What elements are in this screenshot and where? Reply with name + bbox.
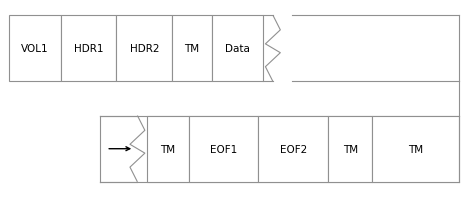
Bar [172,16,212,82]
Text: EOF1: EOF1 [210,144,237,154]
Text: HDR1: HDR1 [74,44,103,54]
Text: EOF2: EOF2 [280,144,307,154]
Bar [147,116,189,182]
Text: TM: TM [160,144,175,154]
Text: TM: TM [343,144,358,154]
Text: TM: TM [185,44,200,54]
Bar [328,116,372,182]
Bar [212,16,263,82]
Text: TM: TM [408,144,423,154]
Bar [10,16,61,82]
Bar [372,116,458,182]
Bar [189,116,258,182]
Text: HDR2: HDR2 [130,44,159,54]
Bar [61,16,116,82]
Text: VOL1: VOL1 [21,44,49,54]
Bar [258,116,328,182]
Text: Data: Data [225,44,250,54]
Bar [116,16,172,82]
